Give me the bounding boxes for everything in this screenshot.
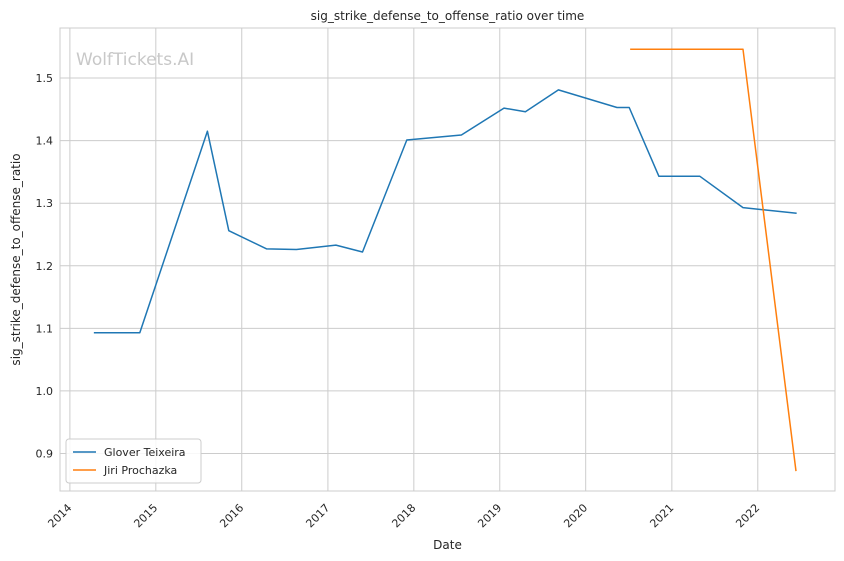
x-tick-label: 2016 (217, 501, 246, 530)
x-tick-label: 2019 (475, 501, 504, 530)
y-tick-label: 1.4 (36, 135, 54, 148)
y-tick-label: 1.0 (36, 385, 54, 398)
x-tick-label: 2020 (561, 501, 590, 530)
plot-area-frame (59, 27, 836, 492)
y-tick-label: 1.2 (36, 260, 54, 273)
legend-label-0: Glover Teixeira (104, 446, 186, 459)
series-lines (93, 48, 797, 472)
series-line-1 (630, 48, 797, 472)
y-axis-label: sig_strike_defense_to_offense_ratio (9, 153, 23, 365)
x-tick-label: 2021 (647, 501, 676, 530)
x-tick-label: 2018 (389, 501, 418, 530)
y-tick-label: 1.5 (36, 72, 54, 85)
watermark-text: WolfTickets.AI (76, 50, 194, 70)
grid-lines (60, 28, 835, 491)
x-tick-label: 2017 (303, 501, 332, 530)
x-tick-label: 2022 (733, 501, 762, 530)
x-tick-label: 2014 (45, 501, 74, 530)
series-line-0 (93, 89, 797, 334)
y-tick-label: 1.3 (36, 197, 54, 210)
legend-box (65, 438, 202, 484)
y-axis-ticks: 0.9 1.0 1.1 1.2 1.3 1.4 1.5 (36, 72, 54, 460)
legend: Glover Teixeira Jiri Prochazka (65, 438, 202, 484)
y-tick-label: 1.1 (36, 322, 54, 335)
legend-label-1: Jiri Prochazka (103, 464, 177, 477)
x-axis-label: Date (433, 538, 462, 552)
y-tick-label: 0.9 (36, 447, 54, 460)
x-axis-ticks: 2014 2015 2016 2017 2018 2019 2020 2021 2022 (45, 501, 762, 530)
chart-title: sig_strike_defense_to_offense_ratio over… (311, 9, 585, 23)
x-tick-label: 2015 (131, 501, 160, 530)
